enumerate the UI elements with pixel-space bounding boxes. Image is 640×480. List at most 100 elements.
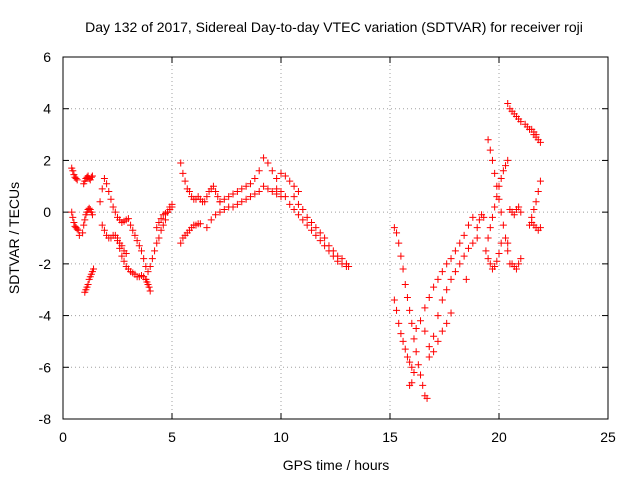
series-arc-j	[142, 275, 154, 295]
data-point	[260, 154, 268, 162]
data-point	[484, 136, 492, 144]
data-point	[504, 156, 512, 164]
data-point	[456, 239, 464, 247]
data-point	[203, 193, 211, 201]
data-point	[484, 234, 492, 242]
series-arc-b	[68, 208, 83, 239]
y-tick-label: 2	[43, 152, 51, 168]
data-point	[412, 348, 420, 356]
data-point	[390, 224, 398, 232]
data-point	[233, 200, 241, 208]
data-point	[157, 226, 165, 234]
data-point	[233, 187, 241, 195]
data-point	[532, 198, 540, 206]
data-point	[493, 193, 501, 201]
data-point	[68, 208, 76, 216]
data-point	[145, 283, 153, 291]
data-point	[517, 208, 525, 216]
data-point	[517, 255, 525, 263]
data-point	[486, 146, 494, 154]
data-point	[73, 225, 81, 233]
data-point	[499, 167, 507, 175]
x-axis-label: GPS time / hours	[283, 457, 390, 473]
data-point	[495, 182, 503, 190]
data-point	[177, 159, 185, 167]
y-tick-label: -8	[39, 411, 52, 427]
data-point	[443, 260, 451, 268]
data-point	[480, 213, 488, 221]
data-point	[72, 175, 80, 183]
x-tick-label: 25	[600, 429, 616, 445]
data-point	[88, 172, 96, 180]
y-tick-label: -6	[39, 359, 52, 375]
data-point	[207, 216, 215, 224]
data-point	[144, 268, 152, 276]
data-point	[469, 239, 477, 247]
data-point	[308, 226, 316, 234]
data-point	[316, 229, 324, 237]
series-arc-i	[127, 200, 176, 276]
data-point	[220, 206, 228, 214]
data-point	[395, 319, 403, 327]
series-arc-v	[425, 309, 455, 361]
data-point	[312, 231, 320, 239]
data-point	[268, 167, 276, 175]
data-point	[299, 206, 307, 214]
x-tick-label: 5	[168, 429, 176, 445]
data-point	[96, 198, 104, 206]
data-point	[109, 203, 117, 211]
data-point	[417, 371, 425, 379]
data-point	[260, 182, 268, 190]
data-point	[281, 193, 289, 201]
data-point	[238, 185, 246, 193]
data-point	[464, 221, 472, 229]
y-tick-label: -4	[39, 308, 52, 324]
chart-title: Day 132 of 2017, Sidereal Day-to-day VTE…	[85, 19, 583, 35]
data-point	[155, 234, 163, 242]
data-point	[393, 229, 401, 237]
series-arc-z	[482, 239, 505, 273]
data-point	[408, 363, 416, 371]
series-arc-a	[68, 164, 81, 184]
data-point	[98, 185, 106, 193]
series-arc-aa	[504, 100, 525, 126]
data-point	[484, 255, 492, 263]
data-point	[334, 252, 342, 260]
data-point	[133, 237, 141, 245]
data-point	[290, 206, 298, 214]
data-point	[181, 177, 189, 185]
data-point	[329, 247, 337, 255]
data-point	[412, 325, 420, 332]
data-point	[397, 252, 405, 260]
data-point	[425, 343, 433, 351]
data-point	[69, 167, 77, 175]
data-point	[105, 187, 113, 195]
data-point	[85, 204, 93, 212]
data-point	[303, 213, 311, 221]
data-point	[430, 348, 438, 356]
x-tick-label: 10	[273, 429, 289, 445]
data-point	[277, 169, 285, 177]
y-tick-label: 4	[43, 101, 51, 117]
data-point	[299, 216, 307, 224]
data-point	[456, 260, 464, 268]
y-tick-label: 6	[43, 49, 51, 65]
data-point	[517, 118, 525, 126]
series-arc-e	[81, 265, 98, 296]
data-point	[495, 250, 503, 258]
data-point	[345, 262, 353, 270]
data-points	[68, 100, 544, 402]
data-point	[246, 180, 254, 188]
data-point	[502, 162, 510, 170]
data-point	[153, 224, 161, 232]
data-point	[203, 224, 211, 232]
data-point	[273, 185, 281, 193]
data-point	[491, 169, 499, 177]
data-point	[512, 265, 520, 273]
data-point	[103, 180, 111, 188]
data-point	[406, 306, 414, 314]
series-arc-ab	[506, 203, 525, 219]
data-point	[414, 361, 422, 369]
data-point	[421, 327, 429, 335]
